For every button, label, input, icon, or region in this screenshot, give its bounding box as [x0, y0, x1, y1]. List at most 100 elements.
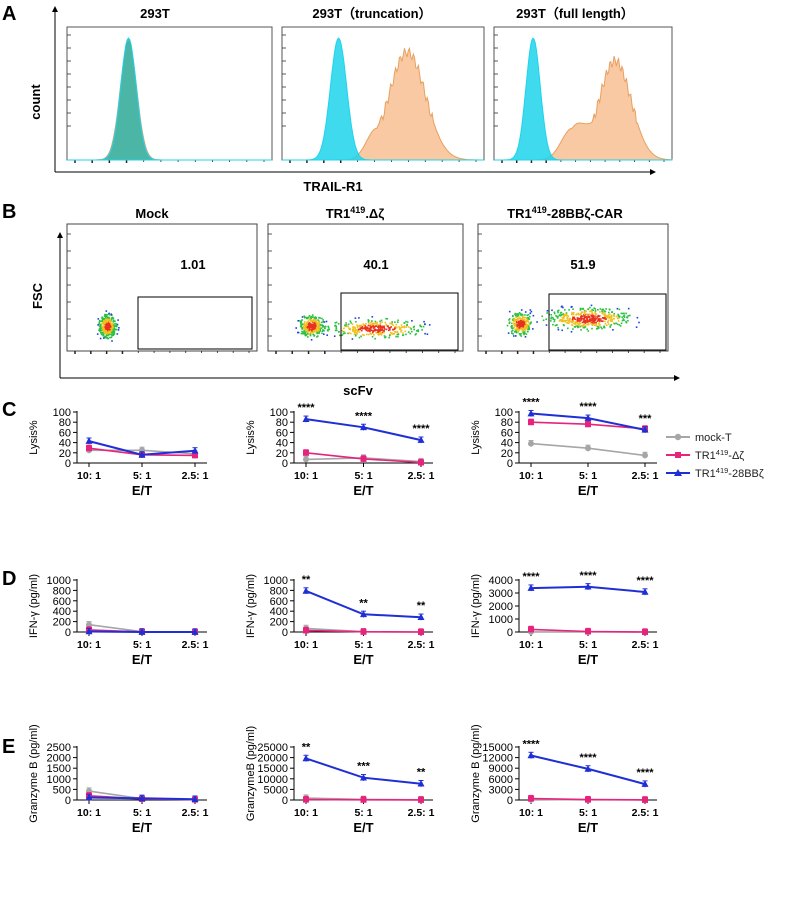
flow-event-dot — [575, 324, 577, 327]
flow-event-dot — [591, 318, 594, 320]
flow-event-dot — [521, 313, 523, 316]
y-tick-label: 0 — [507, 458, 513, 470]
flow-event-dot — [352, 326, 355, 329]
flow-event-dot — [308, 333, 311, 335]
flow-event-dot — [307, 316, 309, 319]
flow-event-dot — [102, 332, 105, 334]
flow-event-dot — [565, 319, 568, 322]
flow-event-dot — [99, 337, 102, 340]
flow-event-dot — [620, 312, 623, 315]
flow-event-dot — [311, 329, 313, 332]
y-axis-label: IFN-γ (pg/ml) — [28, 574, 40, 638]
flow-event-dot — [398, 328, 401, 330]
flow-event-dot — [520, 333, 522, 335]
flow-event-dot — [326, 334, 328, 336]
flow-event-dot — [302, 332, 305, 335]
flow-event-dot — [317, 324, 320, 326]
flow-event-dot — [112, 319, 115, 322]
flow-event-dot — [562, 316, 565, 319]
flow-event-dot — [588, 320, 591, 323]
flow-event-dot — [621, 319, 624, 322]
flow-event-dot — [112, 329, 115, 331]
flow-event-dot — [312, 318, 315, 321]
flow-event-dot — [420, 325, 423, 328]
flow-event-dot — [610, 315, 613, 317]
flow-event-dot — [375, 329, 377, 331]
flow-event-dot — [515, 322, 517, 325]
data-point-car — [417, 779, 425, 787]
flow-event-dot — [103, 332, 106, 334]
data-point-delta — [360, 796, 367, 803]
flow-event-dot — [636, 316, 639, 319]
x-axis-label: E/T — [578, 820, 598, 835]
flow-event-dot — [386, 318, 389, 320]
x-tick-label: 2.5: 1 — [408, 639, 435, 651]
flow-event-dot — [581, 321, 584, 324]
flow-event-dot — [309, 324, 311, 327]
flow-event-dot — [397, 321, 399, 323]
data-point-delta — [528, 419, 534, 426]
flow-event-dot — [525, 325, 527, 328]
histogram-y-label: count — [28, 84, 43, 120]
flow-event-dot — [397, 319, 399, 322]
flow-event-dot — [573, 316, 576, 319]
flow-event-dot — [572, 320, 575, 323]
flow-event-dot — [339, 334, 341, 337]
flow-event-dot — [358, 331, 361, 333]
flow-event-dot — [591, 315, 593, 317]
significance-label: **** — [412, 423, 430, 435]
flow-event-dot — [400, 324, 403, 326]
data-point-car — [584, 765, 592, 772]
flow-event-dot — [526, 320, 528, 323]
flow-event-dot — [524, 329, 527, 331]
histogram-y-arrow — [52, 6, 58, 12]
flow-event-dot — [403, 322, 405, 324]
flow-event-dot — [590, 322, 592, 325]
flow-event-dot — [609, 326, 612, 328]
flow-event-dot — [376, 323, 378, 325]
flow-event-dot — [514, 312, 517, 315]
flow-frame — [477, 223, 669, 352]
flow-event-dot — [303, 315, 306, 317]
flow-event-dot — [524, 317, 527, 319]
flow-event-dot — [304, 323, 306, 326]
flow-event-dot — [428, 324, 431, 326]
flow-event-dot — [309, 316, 312, 319]
flow-event-dot — [529, 323, 531, 325]
flow-event-dot — [508, 319, 510, 321]
flow-event-dot — [596, 325, 599, 328]
legend-marker-car — [674, 469, 682, 476]
data-point-car — [138, 628, 146, 635]
flow-event-dot — [519, 325, 522, 328]
flow-event-dot — [391, 333, 394, 335]
legend-label-car-suffix: -28BBζ — [728, 468, 764, 480]
x-tick-label: 5: 1 — [133, 807, 151, 819]
flow-event-dot — [581, 315, 584, 318]
flow-event-dot — [344, 332, 346, 334]
flow-event-dot — [582, 323, 585, 326]
flow-event-dot — [372, 332, 374, 334]
flow-event-dot — [512, 315, 514, 317]
flow-event-dot — [564, 314, 566, 316]
flow-event-dot — [521, 314, 524, 316]
flow-event-dot — [623, 314, 626, 317]
flow-event-dot — [515, 316, 517, 318]
significance-label: *** — [357, 761, 371, 773]
flow-event-dot — [554, 324, 557, 327]
flow-event-dot — [523, 321, 526, 323]
flow-event-dot — [592, 314, 594, 317]
flow-event-dot — [113, 325, 115, 327]
x-tick-label: 2.5: 1 — [408, 807, 435, 819]
flow-event-dot — [319, 317, 321, 319]
flow-event-dot — [522, 328, 524, 331]
flow-event-dot — [391, 323, 394, 325]
flow-title-delta-sup: 419 — [350, 205, 365, 215]
significance-label: ** — [417, 767, 426, 779]
flow-event-dot — [605, 315, 607, 318]
flow-event-dot — [625, 321, 628, 324]
flow-event-dot — [583, 316, 586, 319]
flow-event-dot — [99, 323, 102, 326]
flow-event-dot — [308, 315, 311, 317]
flow-event-dot — [588, 315, 591, 318]
